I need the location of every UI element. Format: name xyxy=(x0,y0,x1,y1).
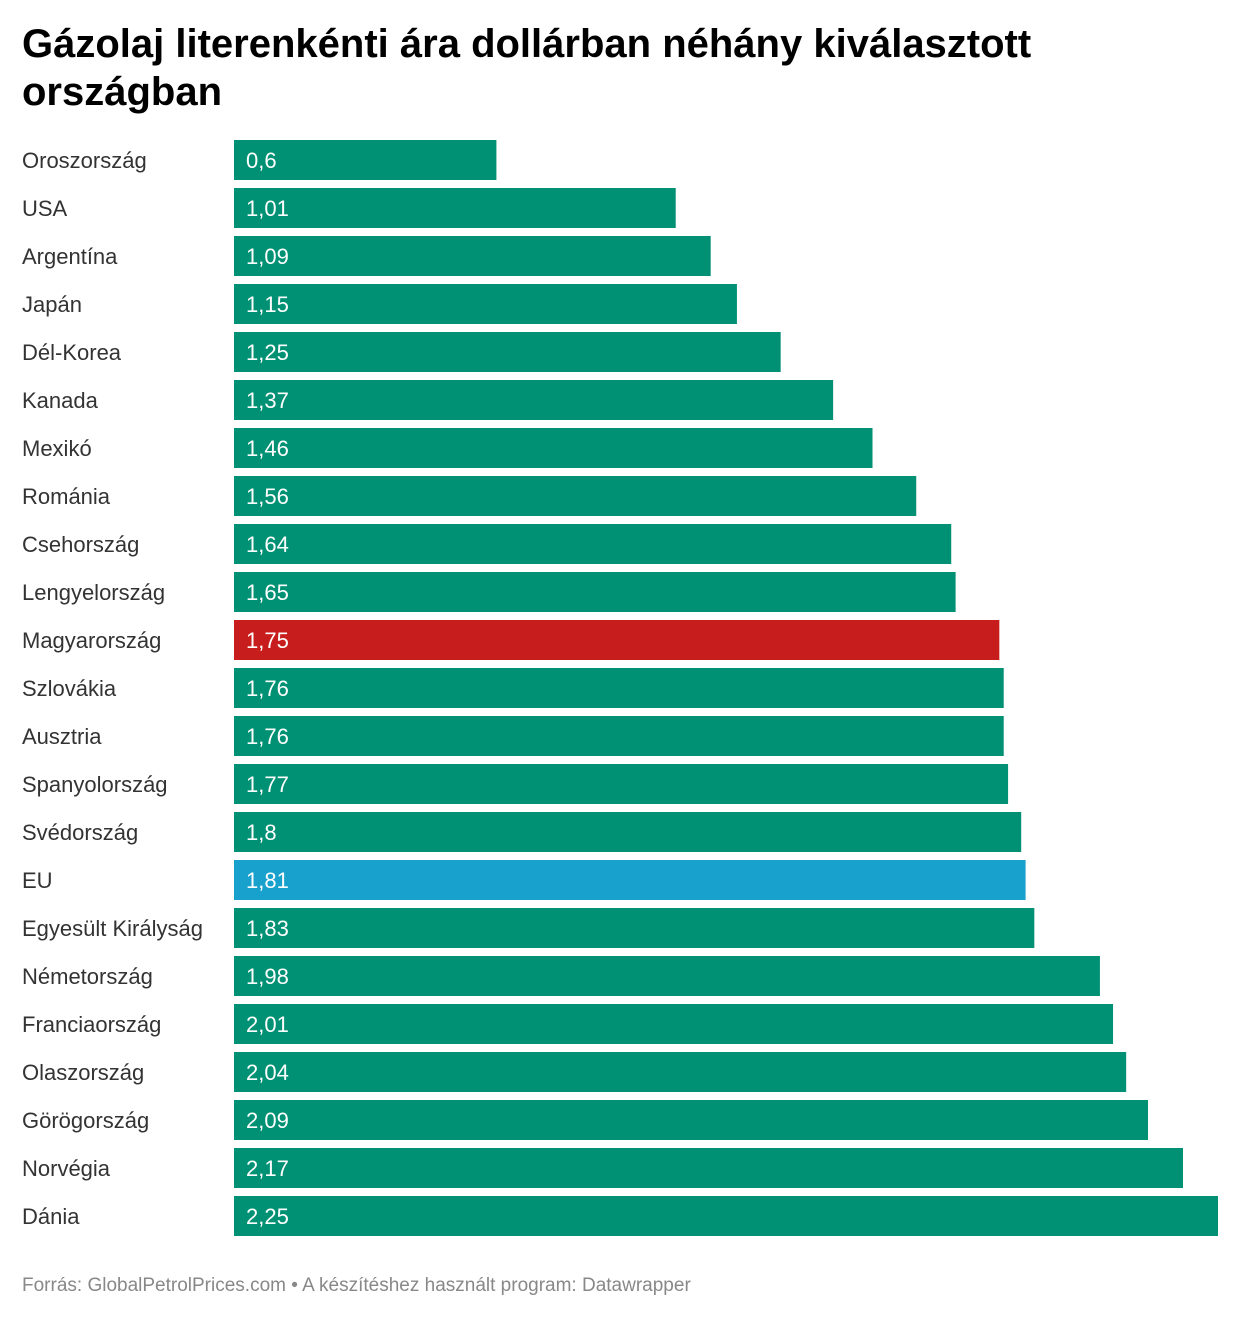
category-label: Spanyolország xyxy=(22,772,168,797)
value-label: 1,76 xyxy=(246,676,289,701)
category-label: Románia xyxy=(22,484,111,509)
bar xyxy=(234,524,952,564)
category-label: EU xyxy=(22,868,53,893)
category-label: Csehország xyxy=(22,532,139,557)
bar xyxy=(234,1004,1114,1044)
bar xyxy=(234,860,1026,900)
bar xyxy=(234,572,956,612)
category-label: Japán xyxy=(22,292,82,317)
category-label: Svédország xyxy=(22,820,138,845)
category-label: Dél-Korea xyxy=(22,340,122,365)
bar xyxy=(234,140,497,180)
bar-chart: Oroszország 0,6 USA 1,01 Argentína 1,09 Japán 1… xyxy=(22,140,1218,1236)
category-label: Görögország xyxy=(22,1108,149,1133)
value-label: 1,37 xyxy=(246,388,289,413)
bar xyxy=(234,332,781,372)
bar xyxy=(234,428,873,468)
value-label: 1,81 xyxy=(246,868,289,893)
category-label: Argentína xyxy=(22,244,118,269)
value-label: 1,76 xyxy=(246,724,289,749)
category-label: Olaszország xyxy=(22,1060,144,1085)
category-label: Mexikó xyxy=(22,436,92,461)
value-label: 1,8 xyxy=(246,820,277,845)
category-label: Lengyelország xyxy=(22,580,165,605)
bar xyxy=(234,956,1100,996)
bar xyxy=(234,812,1022,852)
category-label: Németország xyxy=(22,964,153,989)
value-label: 1,98 xyxy=(246,964,289,989)
bar xyxy=(234,380,834,420)
value-label: 1,64 xyxy=(246,532,289,557)
value-label: 0,6 xyxy=(246,148,277,173)
value-label: 2,04 xyxy=(246,1060,289,1085)
category-label: Dánia xyxy=(22,1204,80,1229)
bar xyxy=(234,668,1004,708)
category-label: Egyesült Királyság xyxy=(22,916,203,941)
bar xyxy=(234,764,1009,804)
value-label: 1,56 xyxy=(246,484,289,509)
bar xyxy=(234,908,1035,948)
value-label: 1,15 xyxy=(246,292,289,317)
category-label: Ausztria xyxy=(22,724,102,749)
bar xyxy=(234,620,1000,660)
bar xyxy=(234,1148,1184,1188)
value-label: 1,65 xyxy=(246,580,289,605)
category-label: Szlovákia xyxy=(22,676,117,701)
category-label: USA xyxy=(22,196,68,221)
value-label: 1,46 xyxy=(246,436,289,461)
value-label: 1,01 xyxy=(246,196,289,221)
bar xyxy=(234,236,711,276)
value-label: 1,77 xyxy=(246,772,289,797)
source-footer: Forrás: GlobalPetrolPrices.com • A készí… xyxy=(22,1275,691,1296)
chart-title: Gázolaj literenkénti ára dollárban néhán… xyxy=(22,22,1032,114)
value-label: 2,17 xyxy=(246,1156,289,1181)
category-label: Franciaország xyxy=(22,1012,161,1037)
bar xyxy=(234,1052,1127,1092)
value-label: 1,75 xyxy=(246,628,289,653)
category-label: Oroszország xyxy=(22,148,147,173)
value-label: 1,83 xyxy=(246,916,289,941)
value-label: 1,09 xyxy=(246,244,289,269)
value-label: 2,09 xyxy=(246,1108,289,1133)
category-label: Magyarország xyxy=(22,628,161,653)
bar xyxy=(234,1100,1149,1140)
category-label: Kanada xyxy=(22,388,99,413)
value-label: 2,25 xyxy=(246,1204,289,1229)
category-label: Norvégia xyxy=(22,1156,111,1181)
bar xyxy=(234,188,676,228)
bar xyxy=(234,716,1004,756)
value-label: 2,01 xyxy=(246,1012,289,1037)
bar xyxy=(234,476,917,516)
bar xyxy=(234,284,737,324)
value-label: 1,25 xyxy=(246,340,289,365)
bar xyxy=(234,1196,1218,1236)
